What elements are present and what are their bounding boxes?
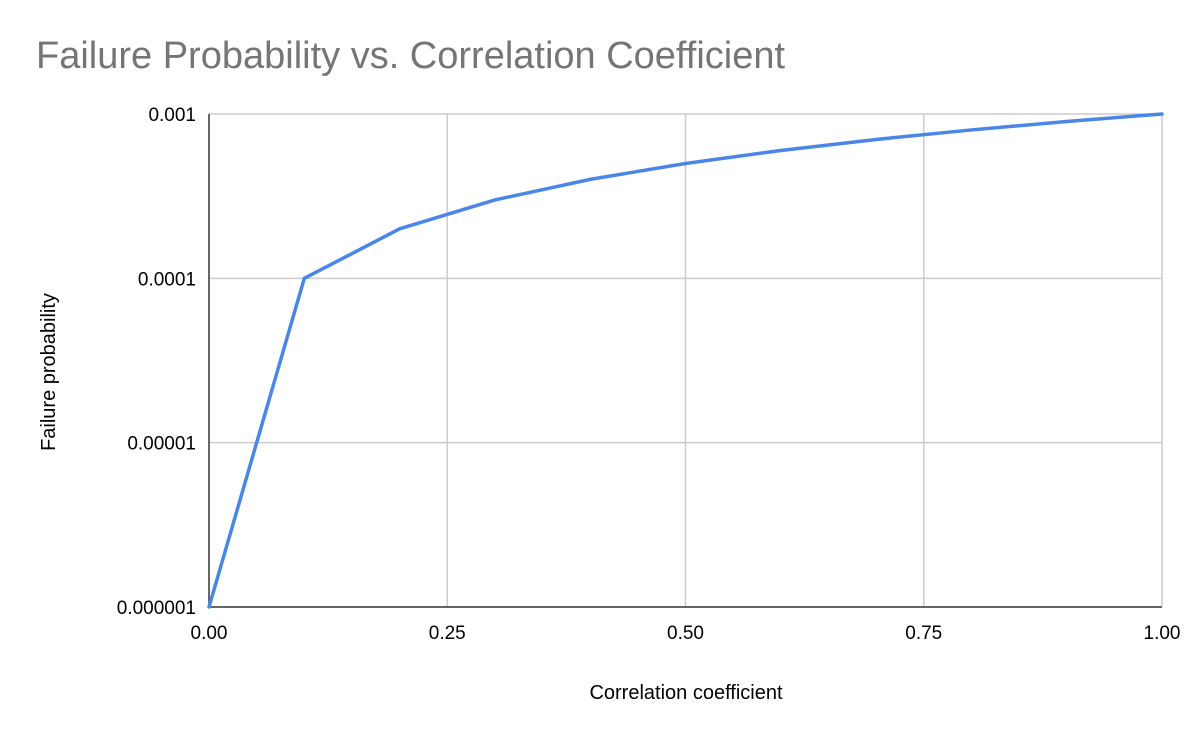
axes <box>208 114 1162 608</box>
x-axis-label: Correlation coefficient <box>589 682 783 704</box>
chart-title: Failure Probability vs. Correlation Coef… <box>36 35 786 77</box>
x-tick-label: 0.50 <box>667 623 704 644</box>
x-tick-labels: 0.00 0.25 0.50 0.75 1.00 <box>191 623 1181 644</box>
y-tick-label: 0.0001 <box>138 269 196 290</box>
y-tick-labels: 0.000001 0.00001 0.0001 0.001 <box>117 105 196 619</box>
series-line <box>207 112 1164 609</box>
y-tick-label: 0.000001 <box>117 598 196 619</box>
x-tick-label: 0.25 <box>429 623 466 644</box>
x-tick-label: 1.00 <box>1144 623 1181 644</box>
y-axis-label: Failure probability <box>38 293 60 451</box>
y-tick-label: 0.001 <box>148 105 196 126</box>
x-tick-label: 0.00 <box>191 623 228 644</box>
y-tick-label: 0.00001 <box>127 434 196 455</box>
x-tick-label: 0.75 <box>905 623 942 644</box>
grid-lines <box>209 113 1163 607</box>
series-lines <box>207 112 1164 609</box>
